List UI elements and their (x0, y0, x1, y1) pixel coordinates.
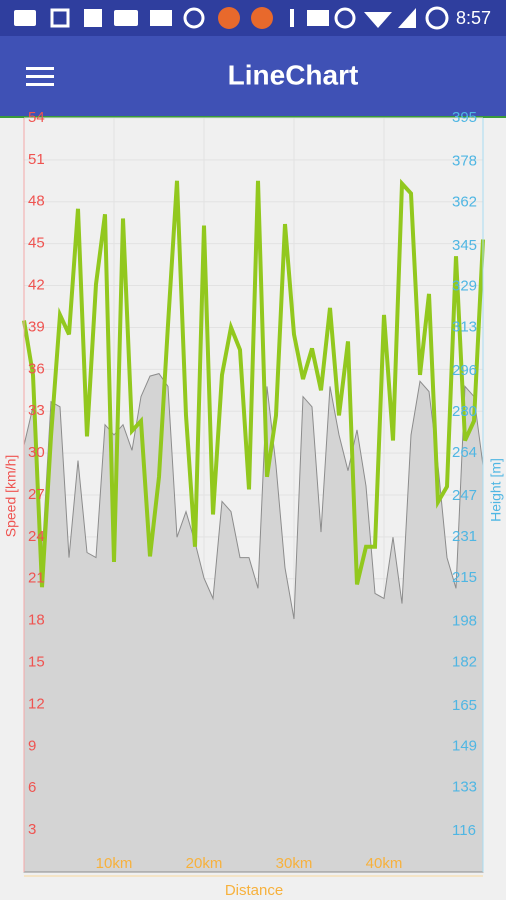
y2-tick-label: 149 (452, 738, 477, 755)
y-tick-label: 24 (28, 528, 45, 545)
x-tick-label: 20km (186, 855, 223, 872)
y2-tick-label: 231 (452, 528, 477, 545)
y-tick-label: 39 (28, 318, 45, 335)
y-tick-label: 3 (28, 821, 36, 838)
menu-button[interactable] (26, 67, 54, 86)
status-icons (14, 6, 449, 30)
y2-tick-label: 215 (452, 569, 477, 586)
y2-tick-label: 133 (452, 779, 477, 796)
status-time: 8:57 (456, 8, 491, 28)
area (23, 373, 484, 873)
y-tick-label: 33 (28, 402, 45, 419)
y-tick-label: 12 (28, 695, 45, 712)
y2-tick-label: 264 (452, 444, 477, 461)
y-tick-label: 15 (28, 654, 45, 671)
y2-tick-label: 165 (452, 697, 477, 714)
y-tick-label: 51 (28, 151, 45, 168)
y-axis-label: Speed [km/h] (3, 455, 19, 538)
y-tick-label: 42 (28, 277, 45, 294)
y2-tick-label: 345 (452, 237, 477, 254)
y-tick-label: 48 (28, 193, 45, 210)
y2-tick-label: 198 (452, 612, 477, 629)
app-title: LineChart (228, 59, 359, 90)
y-tick-label: 36 (28, 360, 45, 377)
y2-tick-label: 182 (452, 653, 477, 670)
y2-axis-label: Height [m] (488, 458, 504, 522)
y2-tick-label: 296 (452, 362, 477, 379)
y2-tick-label: 362 (452, 193, 477, 210)
x-axis-label: Distance (225, 882, 283, 899)
y-tick-label: 30 (28, 444, 45, 461)
y2-tick-label: 313 (452, 319, 477, 336)
x-tick-label: 10km (96, 855, 133, 872)
y-tick-label: 27 (28, 486, 45, 503)
y-tick-label: 18 (28, 612, 45, 629)
y2-tick-label: 378 (452, 152, 477, 169)
line (22, 178, 485, 588)
app-bar (0, 36, 506, 116)
y2-tick-label: 395 (452, 109, 477, 126)
y2-tick-label: 116 (452, 822, 476, 839)
y-tick-label: 6 (28, 779, 36, 796)
y-tick-label: 9 (28, 737, 36, 754)
y2-tick-label: 329 (452, 278, 477, 295)
y-tick-label: 21 (28, 570, 45, 587)
y2-tick-label: 247 (452, 487, 477, 504)
x-tick-label: 30km (276, 855, 313, 872)
app-bar-edge (0, 116, 506, 118)
y2-tick-label: 280 (452, 403, 477, 420)
y-tick-label: 54 (28, 109, 45, 126)
y-tick-label: 45 (28, 235, 45, 252)
chart: 3691215182124273033363942454851541161331… (3, 109, 504, 899)
x-tick-label: 40km (366, 855, 403, 872)
